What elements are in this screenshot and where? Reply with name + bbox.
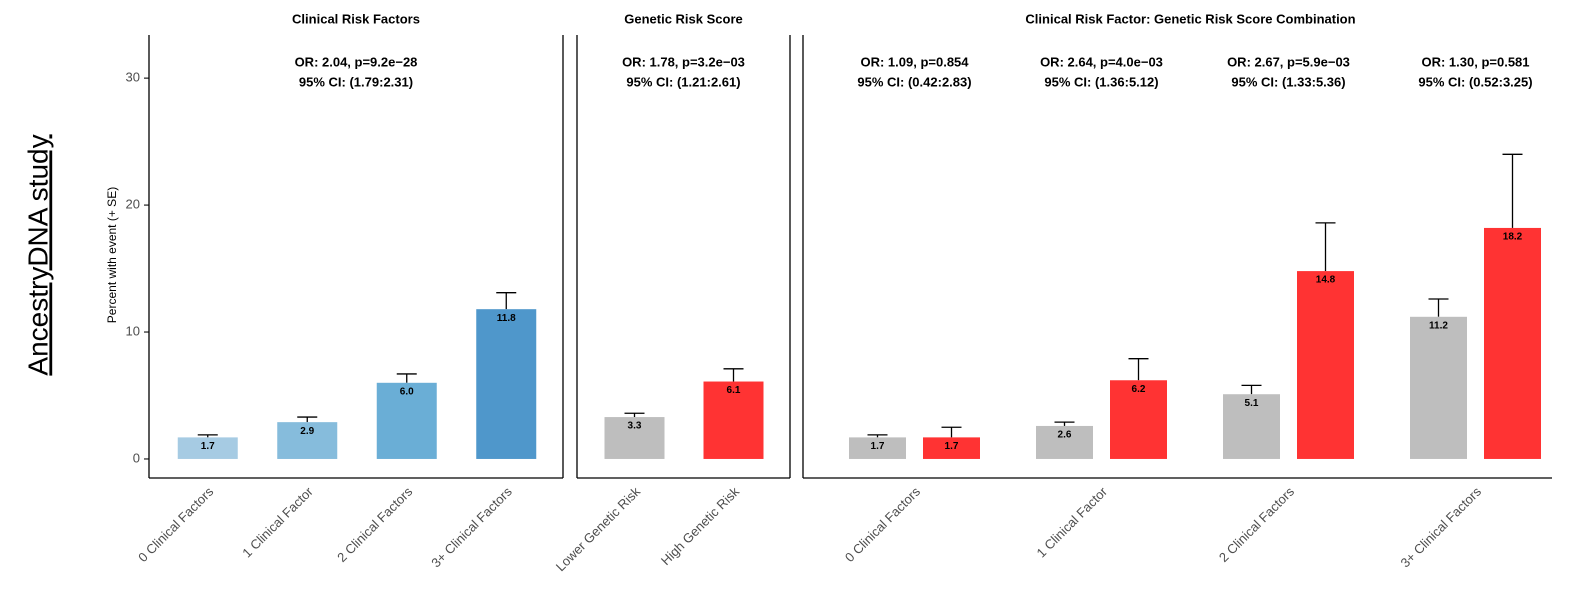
bar (1036, 425, 1093, 459)
x-tick-label: 2 Clinical Factors (1216, 484, 1297, 565)
annotation: OR: 2.67, p=5.9e−03 (1227, 54, 1350, 69)
annotation: 95% CI: (0.52:3.25) (1418, 74, 1532, 89)
annotation: OR: 1.30, p=0.581 (1421, 54, 1529, 69)
value-label: 6.2 (1132, 384, 1146, 395)
bar (703, 381, 764, 459)
value-label: 6.0 (400, 386, 414, 397)
value-label: 11.2 (1429, 320, 1448, 331)
annotation: 95% CI: (0.42:2.83) (857, 74, 971, 89)
value-label: 3.3 (628, 421, 642, 432)
bar (923, 437, 980, 459)
annotation: OR: 1.09, p=0.854 (860, 54, 969, 69)
panel-title: Clinical Risk Factor: Genetic Risk Score… (1025, 11, 1355, 26)
value-label: 1.7 (201, 441, 215, 452)
x-tick-label: 2 Clinical Factors (334, 484, 415, 565)
value-label: 5.1 (1245, 398, 1259, 409)
bar (177, 437, 238, 459)
annotation: OR: 2.04, p=9.2e−28 (295, 54, 418, 69)
annotation: 95% CI: (1.79:2.31) (299, 74, 413, 89)
x-tick-label: 3+ Clinical Factors (1398, 484, 1485, 571)
x-tick-label: 0 Clinical Factors (842, 484, 923, 565)
y-tick-label: 20 (126, 197, 140, 212)
value-label: 6.1 (727, 385, 741, 396)
annotation: OR: 2.64, p=4.0e−03 (1040, 54, 1163, 69)
bar (604, 417, 665, 459)
bar (849, 437, 906, 459)
y-tick-label: 10 (126, 323, 140, 338)
bar (277, 422, 338, 459)
value-label: 2.6 (1058, 430, 1072, 441)
value-label: 1.7 (871, 441, 885, 452)
y-axis-label: Percent with event (+ SE) (105, 187, 119, 323)
x-tick-label: Lower Genetic Risk (553, 484, 644, 575)
x-tick-label: 0 Clinical Factors (135, 484, 216, 565)
x-tick-label: 1 Clinical Factor (1034, 483, 1111, 560)
annotation: 95% CI: (1.36:5.12) (1044, 74, 1158, 89)
value-label: 2.9 (300, 426, 314, 437)
x-tick-label: High Genetic Risk (658, 484, 743, 569)
annotation: 95% CI: (1.33:5.36) (1231, 74, 1345, 89)
value-label: 14.8 (1316, 275, 1336, 286)
value-label: 1.7 (945, 441, 959, 452)
value-label: 11.8 (497, 313, 516, 324)
bar (1297, 271, 1354, 459)
annotation: OR: 1.78, p=3.2e−03 (622, 54, 745, 69)
x-tick-label: 1 Clinical Factor (239, 483, 316, 560)
bar (1484, 227, 1541, 459)
x-tick-label: 3+ Clinical Factors (428, 484, 515, 571)
value-label: 18.2 (1503, 232, 1523, 243)
bar (1110, 380, 1167, 459)
y-tick-label: 0 (133, 450, 140, 465)
panel-title: Genetic Risk Score (624, 11, 743, 26)
annotation: 95% CI: (1.21:2.61) (626, 74, 740, 89)
row-label: AncestryDNA study (22, 134, 53, 375)
panel-title: Clinical Risk Factors (292, 11, 420, 26)
bar (376, 382, 437, 459)
bar (476, 309, 537, 459)
y-tick-label: 30 (126, 70, 140, 85)
bar (1410, 316, 1467, 459)
bar (1223, 394, 1280, 459)
